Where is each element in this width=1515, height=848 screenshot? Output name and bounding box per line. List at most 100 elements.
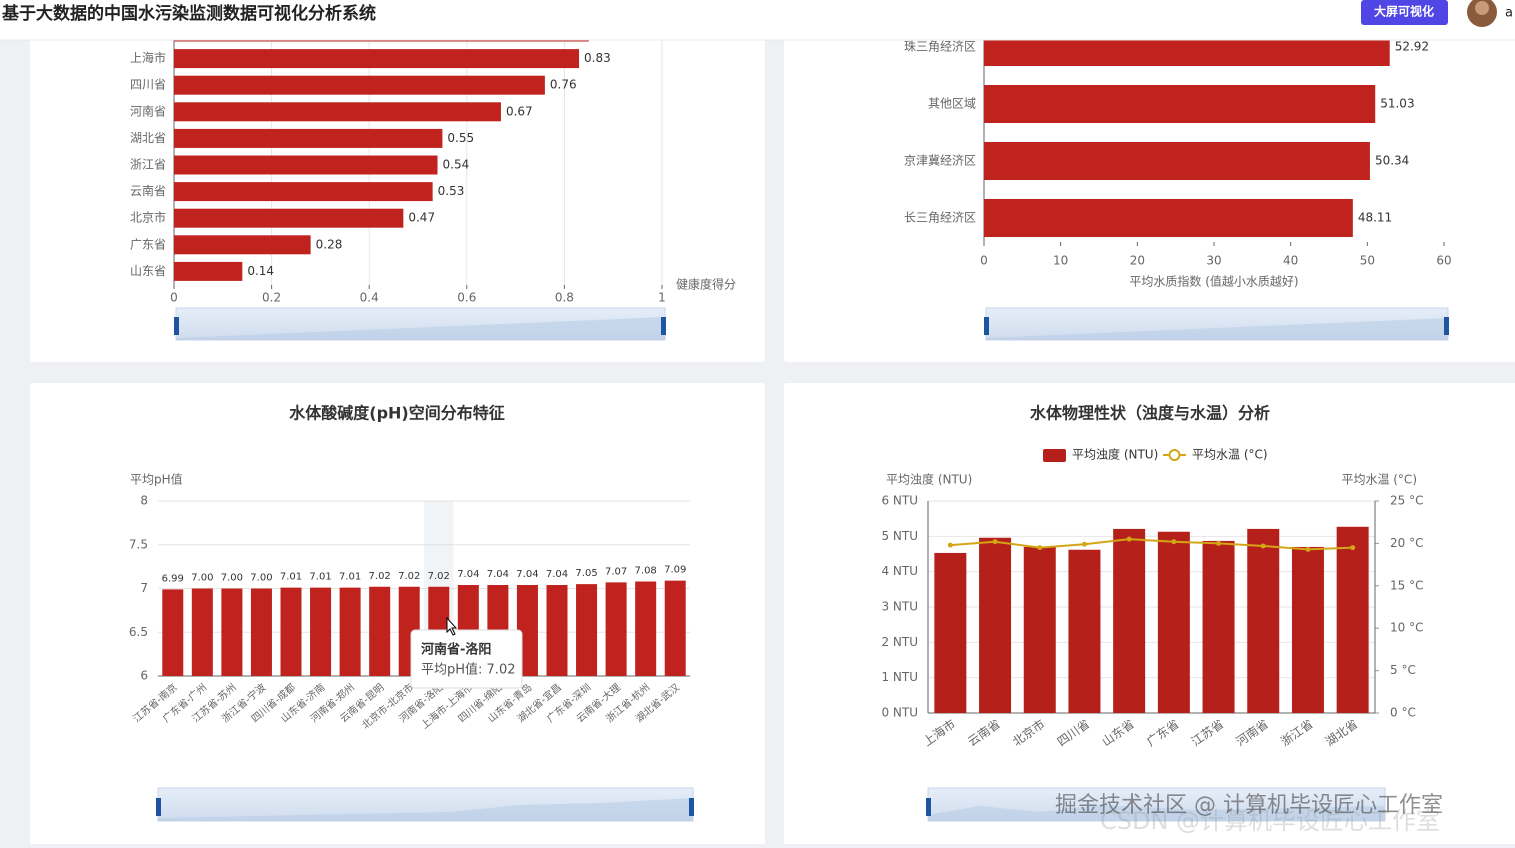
bar [934,552,967,713]
point [947,542,953,548]
slider-handle[interactable] [1444,317,1449,335]
bar [979,537,1012,713]
tooltip-text: 平均pH值: 7.02 [421,662,516,678]
x-tick-label: 1 [658,291,666,305]
point [1350,545,1356,551]
bar [191,588,213,676]
watermark-text: CSDN @计算机毕设匠心工作室 [1100,807,1440,835]
data-label: 7.07 [605,566,627,577]
watermark: CSDN @计算机毕设匠心工作室 掘金技术社区 @ 计算机毕设匠心工作室 [1055,793,1443,835]
bar [635,581,657,676]
y-tick-label: 其他区域 [928,97,976,111]
bar [280,587,302,676]
bar [174,155,438,175]
point [1216,540,1222,546]
y-tick-label: 河南省 [130,103,166,118]
point [1081,541,1087,547]
slider-shadow [986,318,1448,340]
user-name[interactable]: a [1505,6,1513,21]
y-tick-label: 4 NTU [881,564,918,578]
bar [174,235,311,255]
y-tick-label: 上海市 [130,50,166,65]
y-tick-label: 6.5 [129,625,148,639]
dashboard-button[interactable] [1361,0,1448,25]
cursor [446,616,458,636]
point [992,539,998,545]
x-axis-title: 平均水质指数 (值越小水质越好) [1129,274,1298,289]
y2-axis-title: 平均水温 (°C) [1341,473,1417,487]
point [1037,545,1043,551]
bar [1068,549,1101,713]
slider-handle[interactable] [984,317,989,335]
x-tick-label: 0 [170,291,178,305]
data-label: 7.02 [369,571,391,582]
charts: 00.20.40.60.81健康度得分0.850.83上海市0.76四川省0.6… [129,22,1452,749]
bar [339,587,361,676]
bar [984,85,1376,123]
bar [162,589,184,676]
bar [605,582,627,676]
y-axis-title: 平均pH值 [130,472,183,487]
bar [546,585,568,676]
sliders [156,307,1449,822]
watermark-text: 掘金技术社区 @ 计算机毕设匠心工作室 [1055,793,1443,818]
data-label: 0.54 [443,158,470,172]
slider-handle[interactable] [926,798,931,816]
bar [1336,526,1369,713]
y-tick-label: 湖北省 [130,130,166,145]
slider-handle[interactable] [174,317,179,335]
dashboard-button-label[interactable]: 大屏可视化 [1374,4,1434,19]
y-tick-label: 7 [140,581,148,595]
legend-label: 平均浊度 (NTU) [1072,447,1158,462]
x-tick-label: 0.2 [262,291,281,305]
bar [250,588,272,676]
tooltip-title: 河南省-洛阳 [421,642,491,658]
bar [174,208,404,228]
bar [576,584,598,676]
y2-tick-label: 15 °C [1390,578,1423,592]
legend-label: 平均水温 (°C) [1192,448,1268,462]
slider-handle[interactable] [661,317,666,335]
x-tick-label: 0 [980,254,988,268]
y-tick-label: 浙江省 [130,158,166,172]
y-tick-label: 7.5 [129,537,148,551]
slider-handle[interactable] [156,798,161,816]
x-tick-label: 40 [1283,254,1298,268]
app-title: 基于大数据的中国水污染监测数据可视化分析系统 [1,3,376,24]
data-label: 7.04 [516,569,538,580]
chart-title: 水体酸碱度(pH)空间分布特征 [289,404,504,423]
tooltip-box [410,629,523,689]
data-label: 7.09 [664,565,686,576]
x-axis-title: 健康度得分 [676,277,736,292]
data-label: 7.00 [250,573,272,584]
data-label: 52.92 [1395,40,1429,54]
x-tick-label: 20 [1130,254,1145,268]
data-label: 7.05 [575,568,597,579]
panel [784,383,1515,848]
x-tick-label: 50 [1360,254,1375,268]
point [1260,543,1266,549]
point [1171,539,1177,545]
y-tick-label: 8 [140,494,148,508]
bar [174,75,545,95]
data-label: 7.08 [635,566,657,577]
x-tick-label: 10 [1053,254,1068,268]
data-label: 0.67 [506,104,533,118]
bar [221,588,243,676]
bar [1023,546,1056,713]
bar [984,199,1353,237]
data-label: 0.55 [447,131,474,145]
slider-shadow [928,805,1385,821]
slider-handle[interactable] [689,798,694,816]
slider-shadow [158,798,693,821]
y2-tick-label: 20 °C [1390,536,1423,550]
data-label: 51.03 [1380,97,1414,111]
data-label: 0.76 [550,78,577,92]
data-label: 7.02 [428,571,450,582]
y-tick-label: 四川省 [130,78,166,92]
panel [30,383,765,848]
x-tick-label: 30 [1206,254,1221,268]
